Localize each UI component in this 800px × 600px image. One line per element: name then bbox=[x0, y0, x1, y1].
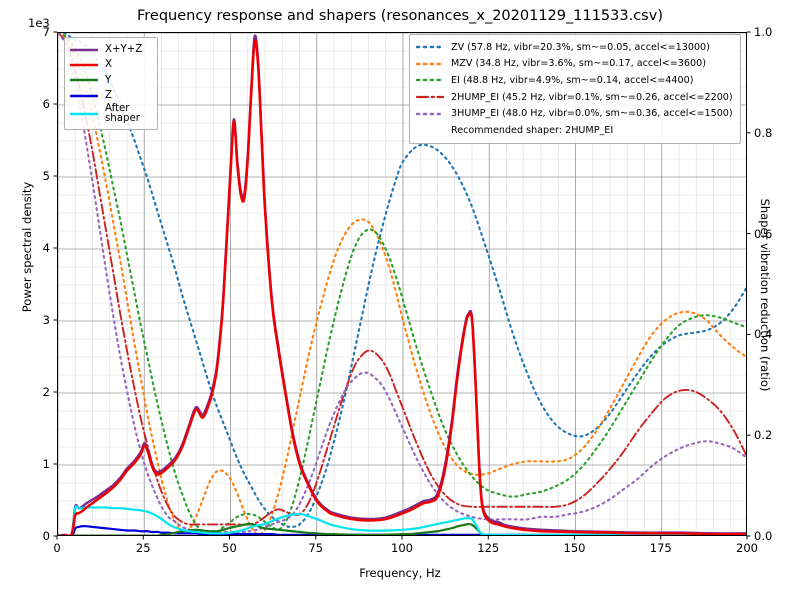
legend-line-icon bbox=[416, 42, 444, 52]
shaper-curve-3hump_ei bbox=[58, 33, 746, 534]
legend-item-x-y-z[interactable]: X+Y+Z bbox=[70, 42, 151, 57]
psd-curves bbox=[58, 34, 746, 535]
y-tick-left-4: 4 bbox=[42, 241, 50, 255]
legend-label: 3HUMP_EI (48.0 Hz, vibr=0.0%, sm~=0.36, … bbox=[451, 108, 733, 120]
y-axis-exponent-label: 1e3 bbox=[28, 16, 50, 30]
x-tick-175: 175 bbox=[649, 541, 672, 555]
legend-label: Recommended shaper: 2HUMP_EI bbox=[451, 124, 614, 136]
x-tick-200: 200 bbox=[736, 541, 758, 555]
legend-line-icon bbox=[416, 59, 444, 69]
legend-item-mzv[interactable]: MZV (34.8 Hz, vibr=3.6%, sm~=0.17, accel… bbox=[416, 56, 733, 73]
legend-item-2hump_ei[interactable]: 2HUMP_EI (45.2 Hz, vibr=0.1%, sm~=0.26, … bbox=[416, 89, 733, 106]
x-tick-150: 150 bbox=[563, 541, 586, 555]
y-axis-label-right: Shaper vibration reduction (ratio) bbox=[758, 198, 772, 392]
legend-line-icon bbox=[70, 45, 98, 55]
legend-line-icon bbox=[416, 125, 444, 135]
legend-label: Y bbox=[105, 74, 112, 86]
psd-curve-after-shaper bbox=[70, 505, 746, 535]
legend-item-y[interactable]: Y bbox=[70, 73, 151, 88]
y-tick-right-0.8: 0.8 bbox=[754, 125, 773, 140]
shaper-curve-zv bbox=[58, 33, 746, 529]
plot-canvas bbox=[58, 33, 746, 535]
y-tick-left-2: 2 bbox=[42, 385, 50, 399]
legend-line-icon bbox=[416, 92, 444, 102]
y-tick-left-0: 0 bbox=[42, 529, 50, 543]
x-tick-100: 100 bbox=[391, 541, 413, 555]
legend-label: Z bbox=[105, 90, 112, 102]
legend-item-after-shaper[interactable]: After shaper bbox=[70, 103, 151, 125]
legend-item-ei[interactable]: EI (48.8 Hz, vibr=4.9%, sm~=0.14, accel<… bbox=[416, 72, 733, 89]
y-tick-right-0.2: 0.2 bbox=[754, 428, 773, 443]
psd-curve-x bbox=[58, 39, 746, 535]
legend-label: MZV (34.8 Hz, vibr=3.6%, sm~=0.17, accel… bbox=[451, 58, 706, 70]
y-tick-right-0.6: 0.6 bbox=[754, 226, 773, 241]
legend-line-icon bbox=[416, 75, 444, 85]
legend-label: After shaper bbox=[105, 102, 140, 125]
shaper-curve-ei bbox=[58, 33, 746, 535]
y-tick-left-6: 6 bbox=[42, 97, 50, 111]
psd-curve-z bbox=[71, 525, 746, 535]
legend-item-zv[interactable]: ZV (57.8 Hz, vibr=20.3%, sm~=0.05, accel… bbox=[416, 39, 733, 56]
legend-line-icon bbox=[70, 60, 98, 70]
legend-shapers: ZV (57.8 Hz, vibr=20.3%, sm~=0.05, accel… bbox=[409, 34, 741, 144]
x-tick-125: 125 bbox=[477, 541, 500, 555]
legend-item-z[interactable]: Z bbox=[70, 88, 151, 103]
legend-line-icon bbox=[70, 91, 98, 101]
legend-label: ZV (57.8 Hz, vibr=20.3%, sm~=0.05, accel… bbox=[451, 41, 710, 53]
legend-psd: X+Y+Z X Y Z After shaper bbox=[64, 37, 158, 131]
y-tick-left-1: 1 bbox=[42, 457, 50, 471]
x-tick-0: 0 bbox=[53, 541, 61, 555]
legend-label: X+Y+Z bbox=[105, 44, 143, 56]
shaper-curve-mzv bbox=[58, 33, 746, 535]
legend-label: 2HUMP_EI (45.2 Hz, vibr=0.1%, sm~=0.26, … bbox=[451, 91, 733, 103]
x-tick-25: 25 bbox=[135, 541, 151, 555]
shaper-curves bbox=[58, 33, 746, 535]
x-tick-50: 50 bbox=[222, 541, 237, 555]
y-tick-right-1.0: 1.0 bbox=[754, 25, 773, 39]
legend-line-icon bbox=[70, 109, 98, 119]
y-tick-left-3: 3 bbox=[42, 313, 50, 327]
x-axis-label: Frequency, Hz bbox=[359, 566, 441, 580]
page-title: Frequency response and shapers (resonanc… bbox=[137, 8, 663, 24]
legend-line-icon bbox=[416, 109, 444, 119]
y-tick-left-5: 5 bbox=[42, 169, 50, 183]
legend-item-3hump_ei[interactable]: 3HUMP_EI (48.0 Hz, vibr=0.0%, sm~=0.36, … bbox=[416, 105, 733, 122]
legend-item-x[interactable]: X bbox=[70, 57, 151, 72]
y-tick-left-7: 7 bbox=[42, 25, 50, 39]
x-tick-75: 75 bbox=[308, 541, 324, 555]
y-tick-right-0.4: 0.4 bbox=[754, 327, 773, 342]
legend-line-icon bbox=[70, 75, 98, 85]
legend-label: EI (48.8 Hz, vibr=4.9%, sm~=0.14, accel<… bbox=[451, 74, 694, 86]
legend-label: X bbox=[105, 59, 112, 71]
y-tick-right-0.0: 0.0 bbox=[754, 529, 773, 543]
shaper-curve-2hump_ei bbox=[58, 33, 746, 526]
legend-recommended-shaper[interactable]: Recommended shaper: 2HUMP_EI bbox=[416, 122, 733, 139]
